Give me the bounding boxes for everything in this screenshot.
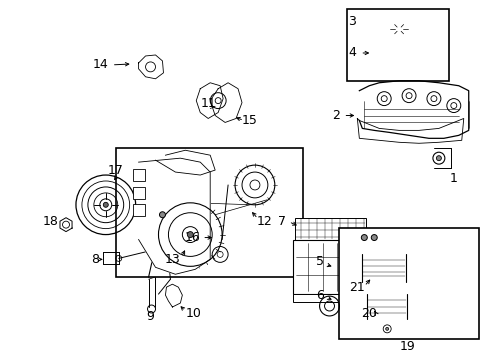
Text: 16: 16 — [184, 231, 200, 244]
Text: 20: 20 — [361, 307, 376, 320]
Bar — [292, 294, 366, 302]
Bar — [292, 239, 366, 294]
Text: 5: 5 — [315, 255, 323, 268]
Bar — [339, 228, 478, 339]
Text: 18: 18 — [43, 215, 59, 228]
Text: 9: 9 — [146, 310, 154, 323]
Text: 17: 17 — [107, 163, 123, 176]
Polygon shape — [138, 55, 163, 79]
Polygon shape — [155, 150, 215, 175]
Text: 19: 19 — [398, 340, 414, 353]
Text: 15: 15 — [242, 114, 257, 127]
Polygon shape — [138, 158, 210, 274]
Circle shape — [159, 212, 165, 218]
Text: 21: 21 — [349, 281, 365, 294]
Polygon shape — [210, 83, 242, 122]
Circle shape — [187, 231, 193, 238]
Text: 8: 8 — [91, 253, 99, 266]
Circle shape — [370, 235, 376, 240]
Polygon shape — [359, 81, 468, 138]
Text: 2: 2 — [332, 109, 340, 122]
Text: 3: 3 — [348, 15, 356, 28]
Bar — [132, 169, 144, 181]
Polygon shape — [357, 118, 463, 143]
Text: 4: 4 — [348, 46, 356, 59]
Text: 1: 1 — [449, 171, 457, 185]
Text: 7: 7 — [277, 215, 285, 228]
Bar — [132, 187, 144, 199]
Circle shape — [435, 156, 441, 161]
Circle shape — [385, 327, 388, 330]
Polygon shape — [165, 284, 182, 307]
Bar — [346, 9, 448, 81]
Bar — [132, 204, 144, 216]
Circle shape — [361, 235, 366, 240]
Text: 6: 6 — [315, 289, 323, 302]
Text: 10: 10 — [185, 307, 201, 320]
Bar — [294, 218, 366, 239]
Circle shape — [103, 202, 108, 207]
Text: 14: 14 — [93, 58, 108, 71]
Polygon shape — [196, 83, 223, 118]
Bar — [116, 148, 302, 277]
Text: 12: 12 — [257, 215, 272, 228]
Text: 11: 11 — [200, 97, 216, 110]
Text: 13: 13 — [164, 253, 180, 266]
